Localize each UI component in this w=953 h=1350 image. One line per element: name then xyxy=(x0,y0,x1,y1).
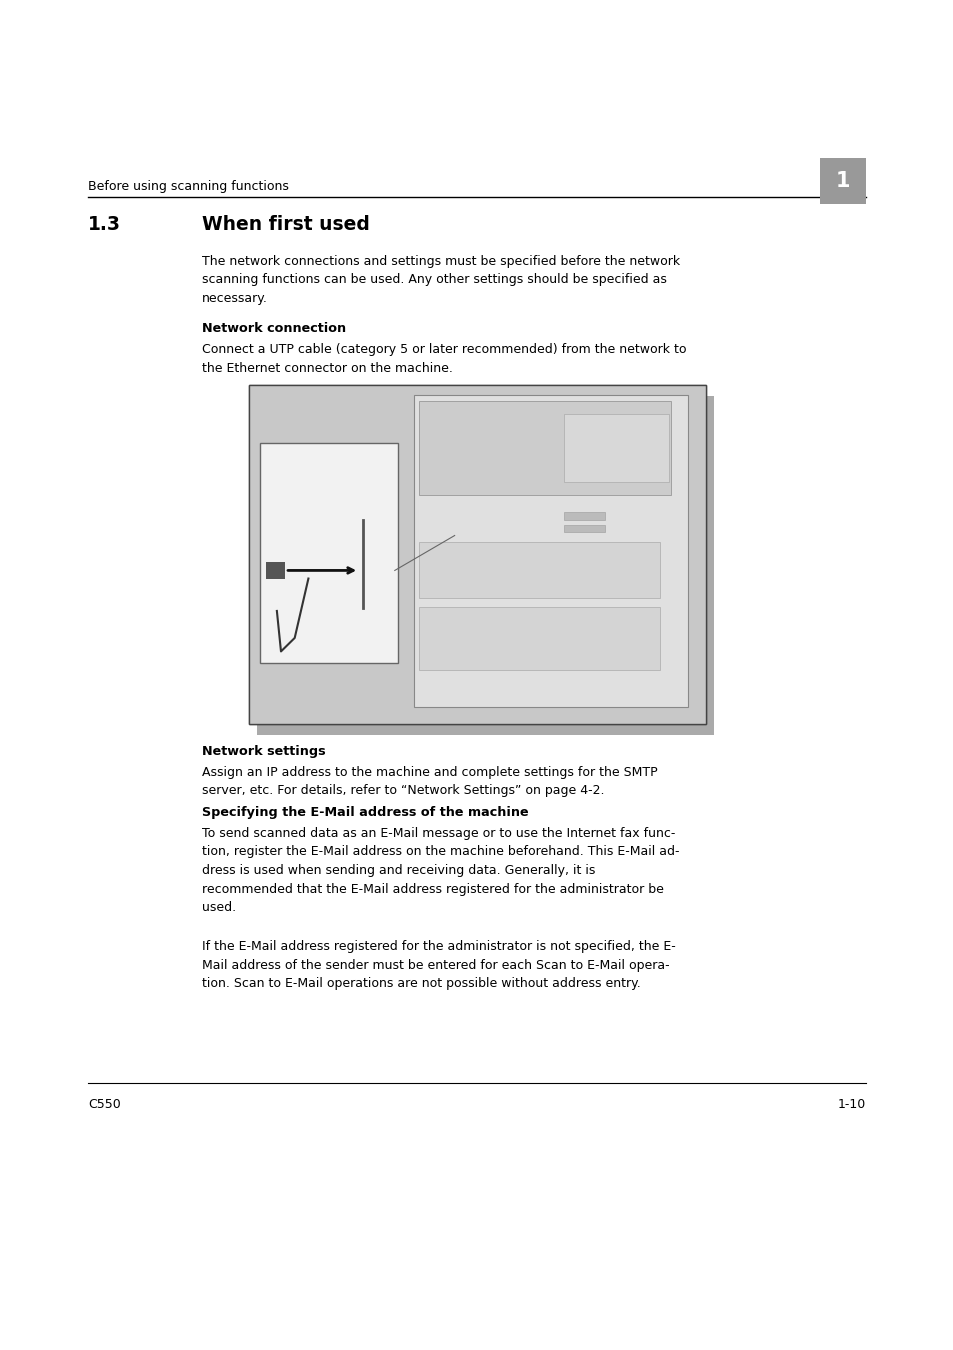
Text: Network settings: Network settings xyxy=(202,745,326,757)
Bar xyxy=(260,443,397,663)
Bar xyxy=(820,158,865,204)
Text: 1.3: 1.3 xyxy=(88,215,121,234)
Bar xyxy=(249,385,705,724)
Bar xyxy=(418,401,671,495)
Bar xyxy=(418,541,659,598)
Text: Assign an IP address to the machine and complete settings for the SMTP
server, e: Assign an IP address to the machine and … xyxy=(202,765,658,798)
Text: C550: C550 xyxy=(88,1098,120,1111)
Bar xyxy=(564,414,668,482)
Text: Specifying the E-Mail address of the machine: Specifying the E-Mail address of the mac… xyxy=(202,806,528,819)
Text: 1: 1 xyxy=(835,171,850,190)
Text: If the E-Mail address registered for the administrator is not specified, the E-
: If the E-Mail address registered for the… xyxy=(202,940,676,990)
Text: Network connection: Network connection xyxy=(202,323,346,335)
Bar xyxy=(418,608,659,670)
Text: When first used: When first used xyxy=(202,215,370,234)
Bar xyxy=(564,512,605,520)
Text: 1-10: 1-10 xyxy=(837,1098,865,1111)
Bar xyxy=(249,385,705,724)
Bar xyxy=(256,396,713,734)
Text: Connect a UTP cable (category 5 or later recommended) from the network to
the Et: Connect a UTP cable (category 5 or later… xyxy=(202,343,686,374)
Text: The network connections and settings must be specified before the network
scanni: The network connections and settings mus… xyxy=(202,255,679,305)
Bar xyxy=(266,563,285,579)
Text: To send scanned data as an E-Mail message or to use the Internet fax func-
tion,: To send scanned data as an E-Mail messag… xyxy=(202,828,679,914)
Text: Before using scanning functions: Before using scanning functions xyxy=(88,180,289,193)
Bar xyxy=(413,396,687,707)
Bar xyxy=(564,525,605,532)
